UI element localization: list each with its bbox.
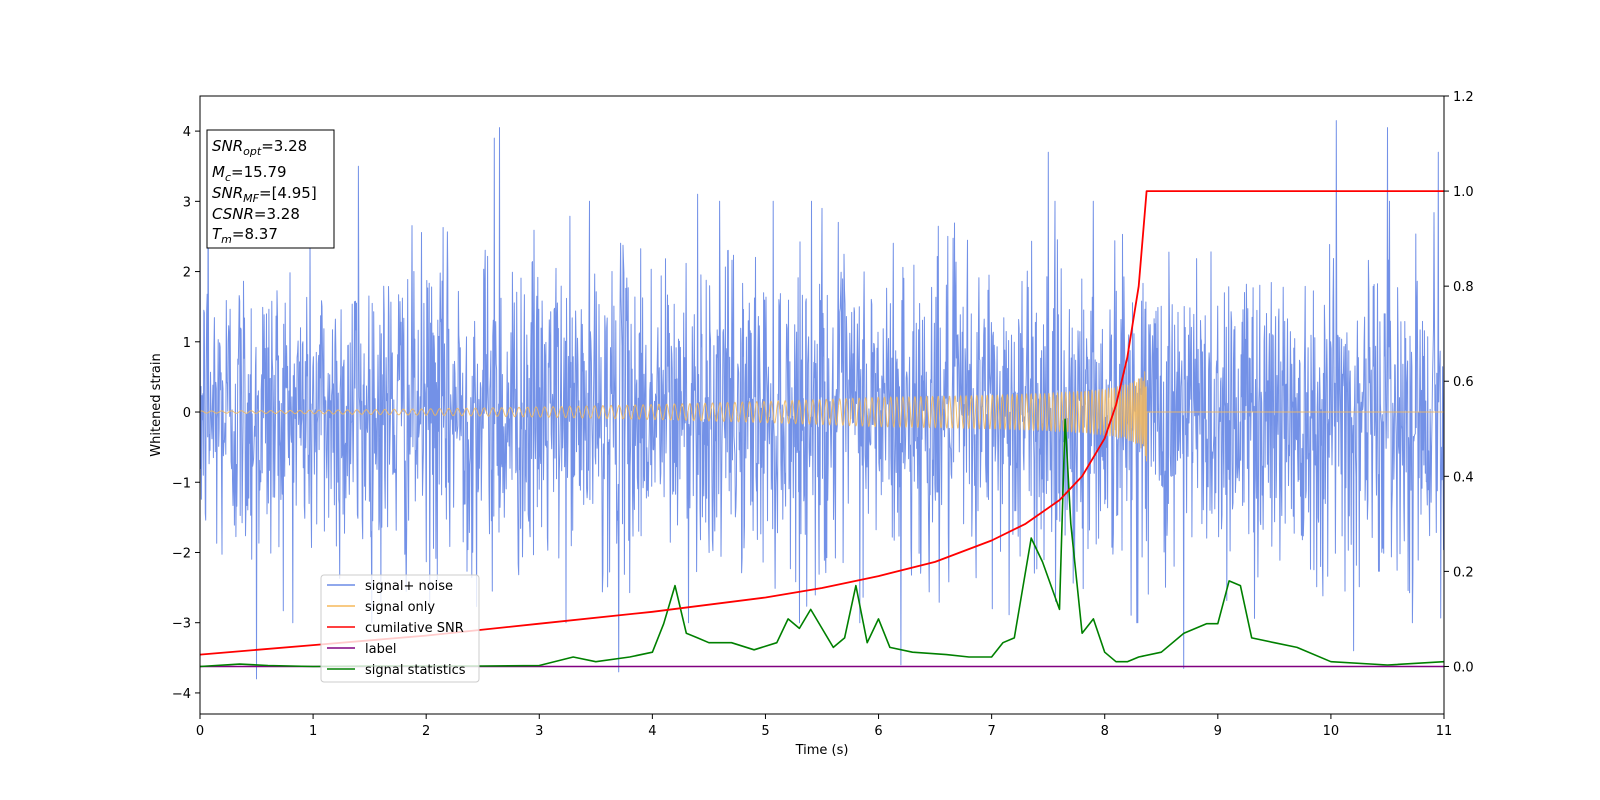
x-tick-label: 1 xyxy=(309,724,317,739)
legend-item-signal-statistics: signal statistics xyxy=(327,663,466,678)
y-axis-label: Whitened strain xyxy=(149,353,164,456)
signal-only-layer xyxy=(199,371,1445,462)
legend-label-signal-noise: signal+ noise xyxy=(365,579,453,594)
info-tm: Tm=8.37 xyxy=(212,225,278,246)
y2-tick-label: 1.0 xyxy=(1453,185,1474,200)
y2-tick-label: 0.4 xyxy=(1453,470,1474,485)
legend-label-signal-only: signal only xyxy=(365,600,435,615)
legend-label-cumulative-snr: cumilative SNR xyxy=(365,621,464,636)
x-axis-ticks: 0 1 2 3 4 5 6 7 8 9 10 11 xyxy=(196,714,1452,739)
y-tick-label: 0 xyxy=(183,406,191,421)
y-tick-label: −1 xyxy=(172,476,191,491)
x-tick-label: 3 xyxy=(535,724,543,739)
legend-frame xyxy=(320,574,480,683)
y-tick-label: 4 xyxy=(183,125,191,140)
series-signal-only xyxy=(199,371,1445,462)
legend-item-signal-noise: signal+ noise xyxy=(327,579,453,594)
legend-item-signal-only: signal only xyxy=(327,600,435,615)
x-tick-label: 8 xyxy=(1101,724,1109,739)
legend-label-label: label xyxy=(365,642,396,657)
x-tick-label: 10 xyxy=(1323,724,1340,739)
cumulative-snr-layer xyxy=(199,190,1444,656)
legend-label-signal-statistics: signal statistics xyxy=(365,663,466,678)
y-tick-label: 1 xyxy=(183,336,191,351)
x-tick-label: 5 xyxy=(761,724,769,739)
x-tick-label: 0 xyxy=(196,724,204,739)
legend-item-label: label xyxy=(327,642,396,657)
x-axis-label: Time (s) xyxy=(795,743,849,758)
x-tick-label: 9 xyxy=(1214,724,1222,739)
info-box: SNRopt=3.28 Mc=15.79 SNRMF=[4.95] CSNR=3… xyxy=(206,129,335,249)
y2-tick-label: 0.6 xyxy=(1453,375,1474,390)
y-tick-label: −3 xyxy=(172,617,191,632)
series-signal-statistics xyxy=(199,418,1445,668)
info-csnr: CSNR=3.28 xyxy=(212,205,300,223)
legend: signal+ noise signal only cumilative SNR… xyxy=(320,574,480,683)
info-mc: Mc=15.79 xyxy=(212,163,287,184)
x-tick-label: 4 xyxy=(648,724,656,739)
series-signal-noise xyxy=(199,120,1445,680)
y2-tick-label: 1.2 xyxy=(1453,90,1474,105)
plot-frame xyxy=(199,95,1445,715)
y2-tick-label: 0.0 xyxy=(1453,660,1474,675)
x-tick-label: 6 xyxy=(874,724,882,739)
info-snr-opt: SNRopt=3.28 xyxy=(212,137,307,158)
y2-axis-ticks: 1.2 1.0 0.8 0.6 0.4 0.2 0.0 xyxy=(1444,90,1474,675)
signal-statistics-layer xyxy=(199,418,1445,668)
legend-item-cumulative-snr: cumilative SNR xyxy=(327,621,464,636)
series-cumulative-snr xyxy=(199,190,1444,656)
y-axis-ticks: 4 3 2 1 0 −1 −2 −3 −4 xyxy=(172,125,200,702)
y-tick-label: 2 xyxy=(183,266,191,281)
y-tick-label: −2 xyxy=(172,546,191,561)
x-tick-label: 2 xyxy=(422,724,430,739)
info-snr-mf: SNRMF=[4.95] xyxy=(212,184,317,205)
y2-tick-label: 0.8 xyxy=(1453,280,1474,295)
noise-layer xyxy=(199,120,1445,680)
info-box-frame xyxy=(206,129,335,249)
y-tick-label: 3 xyxy=(183,195,191,210)
x-tick-label: 11 xyxy=(1436,724,1453,739)
x-tick-label: 7 xyxy=(987,724,995,739)
y-tick-label: −4 xyxy=(172,687,191,702)
y2-tick-label: 0.2 xyxy=(1453,565,1474,580)
